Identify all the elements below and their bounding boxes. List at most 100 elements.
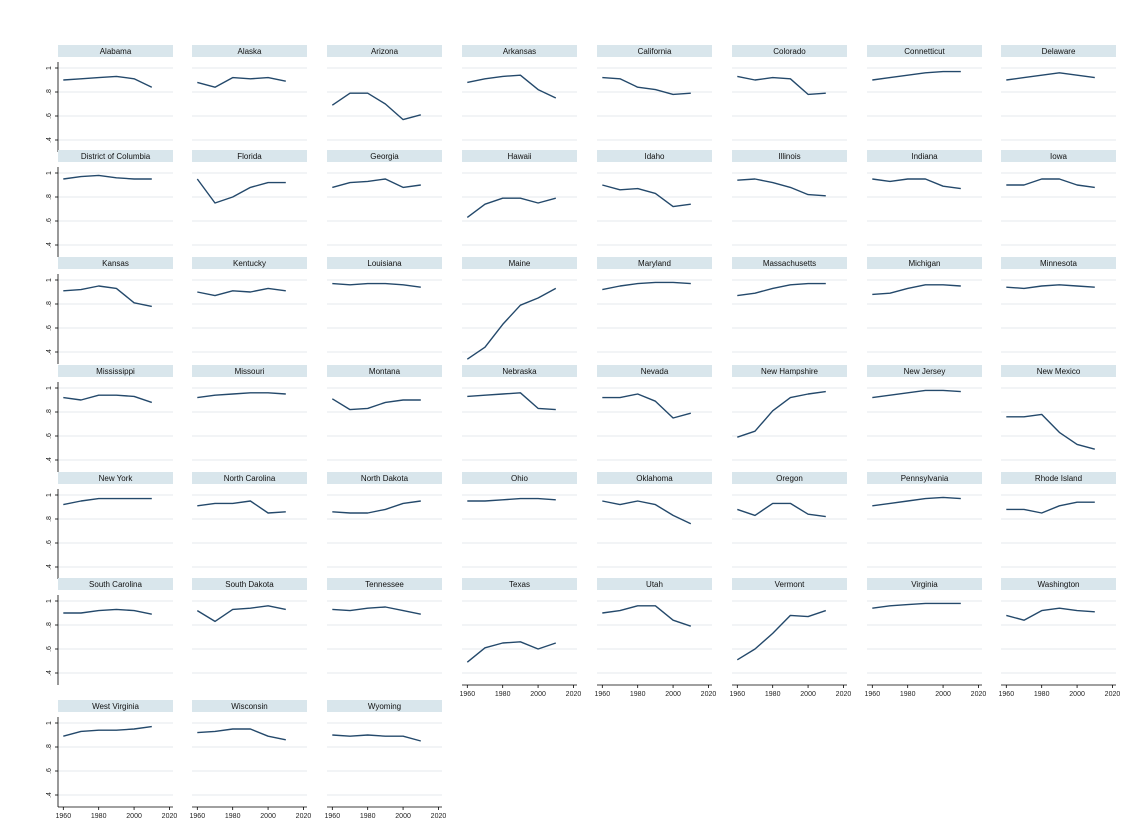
panel-title: Maryland bbox=[638, 259, 671, 268]
series-line bbox=[466, 287, 557, 360]
x-tick-label: 2000 bbox=[126, 813, 142, 820]
panel-title: Colorado bbox=[773, 47, 806, 56]
panel-florida: Florida bbox=[192, 150, 307, 246]
panel-tennessee: Tennessee bbox=[327, 578, 442, 674]
panel-header-strip bbox=[327, 257, 442, 269]
panel-title: Missouri bbox=[235, 367, 265, 376]
series-line bbox=[872, 284, 961, 296]
panel-pennsylvania: Pennsylvania bbox=[867, 472, 982, 568]
series-line bbox=[737, 75, 826, 96]
y-tick-label: .6 bbox=[46, 218, 53, 224]
panel-oregon: Oregon bbox=[732, 472, 847, 568]
y-tick-label: 1 bbox=[46, 278, 53, 282]
x-tick-label: 1980 bbox=[630, 691, 646, 698]
panel-header-strip bbox=[327, 365, 442, 377]
panel-title: Rhode Island bbox=[1035, 474, 1082, 483]
panel-header-strip bbox=[58, 45, 173, 57]
panel-title: Wyoming bbox=[368, 702, 401, 711]
panel-title: Massachusetts bbox=[763, 259, 816, 268]
panel-north-dakota: North Dakota bbox=[327, 472, 442, 568]
panel-minnesota: Minnesota bbox=[1001, 257, 1116, 353]
series-line bbox=[1006, 501, 1095, 514]
x-tick-label: 1960 bbox=[190, 813, 206, 820]
panel-title: Montana bbox=[369, 367, 401, 376]
x-tick-label: 2020 bbox=[162, 813, 178, 820]
panel-header-strip bbox=[192, 257, 307, 269]
x-tick-label: 2000 bbox=[800, 691, 816, 698]
x-tick-label: 1960 bbox=[460, 691, 476, 698]
x-tick-label: 2000 bbox=[530, 691, 546, 698]
panel-title: Utah bbox=[646, 580, 663, 589]
panel-header-strip bbox=[58, 578, 173, 590]
y-tick-label: .6 bbox=[46, 768, 53, 774]
panel-texas: Texas 1960 1980 2000 2020 bbox=[460, 578, 581, 698]
panel-title: Kansas bbox=[102, 259, 129, 268]
panel-title: New Mexico bbox=[1037, 367, 1081, 376]
series-line bbox=[602, 393, 691, 419]
panel-kentucky: Kentucky bbox=[192, 257, 307, 353]
panel-louisiana: Louisiana bbox=[327, 257, 442, 353]
panel-title: Maine bbox=[509, 259, 531, 268]
panel-header-strip bbox=[58, 472, 173, 484]
panel-header-strip bbox=[732, 578, 847, 590]
series-line bbox=[331, 92, 421, 121]
y-tick-label: .4 bbox=[46, 349, 53, 355]
panel-missouri: Missouri bbox=[192, 365, 307, 461]
panel-header-strip bbox=[597, 578, 712, 590]
y-tick-label: .8 bbox=[46, 301, 53, 307]
x-tick-label: 2000 bbox=[665, 691, 681, 698]
x-tick-label: 2020 bbox=[1105, 691, 1121, 698]
panel-header-strip bbox=[1001, 472, 1116, 484]
series-line bbox=[602, 184, 691, 208]
x-tick-label: 1980 bbox=[1034, 691, 1050, 698]
panel-header-strip bbox=[867, 150, 982, 162]
y-tick-label: 1 bbox=[46, 493, 53, 497]
panel-title: New Jersey bbox=[904, 367, 946, 376]
x-tick-label: 1960 bbox=[730, 691, 746, 698]
panel-header-strip bbox=[58, 700, 173, 712]
panel-georgia: Georgia bbox=[327, 150, 442, 246]
panel-header-strip bbox=[327, 150, 442, 162]
panel-nebraska: Nebraska bbox=[462, 365, 577, 461]
panel-header-strip bbox=[192, 472, 307, 484]
panel-south-carolina: South Carolina 1 .8 .6 .4 bbox=[46, 578, 173, 685]
panel-new-jersey: New Jersey bbox=[867, 365, 982, 461]
panel-header-strip bbox=[597, 472, 712, 484]
series-line bbox=[63, 285, 152, 308]
series-line bbox=[1006, 413, 1095, 450]
x-tick-label: 2020 bbox=[701, 691, 717, 698]
panel-new-hampshire: New Hampshire bbox=[732, 365, 847, 461]
y-tick-label: 1 bbox=[46, 721, 53, 725]
panel-header-strip bbox=[462, 472, 577, 484]
panel-mississippi: Mississippi 1 .8 .6 .4 bbox=[46, 365, 173, 472]
panel-michigan: Michigan bbox=[867, 257, 982, 353]
panel-header-strip bbox=[1001, 150, 1116, 162]
series-line bbox=[332, 606, 421, 615]
series-line bbox=[63, 394, 153, 404]
series-line bbox=[737, 178, 826, 197]
panel-header-strip bbox=[462, 578, 577, 590]
series-line bbox=[872, 602, 961, 609]
panel-header-strip bbox=[192, 45, 307, 57]
panel-header-strip bbox=[867, 578, 982, 590]
panel-title: South Carolina bbox=[89, 580, 142, 589]
panel-rhode-island: Rhode Island bbox=[1001, 472, 1116, 568]
series-line bbox=[737, 282, 826, 297]
y-tick-label: .8 bbox=[46, 409, 53, 415]
panel-virginia: Virginia 1960 1980 2000 2020 bbox=[865, 578, 987, 698]
x-tick-label: 2000 bbox=[1069, 691, 1085, 698]
panel-illinois: Illinois bbox=[732, 150, 847, 246]
x-tick-label: 1980 bbox=[765, 691, 781, 698]
series-line bbox=[1006, 607, 1095, 621]
panel-title: Indiana bbox=[911, 152, 938, 161]
series-line bbox=[63, 497, 152, 506]
y-tick-label: .4 bbox=[46, 137, 53, 143]
panel-title: New Hampshire bbox=[761, 367, 818, 376]
panel-title: Iowa bbox=[1050, 152, 1067, 161]
panel-title: Idaho bbox=[644, 152, 665, 161]
series-line bbox=[197, 392, 286, 399]
y-tick-label: .6 bbox=[46, 540, 53, 546]
x-tick-label: 2020 bbox=[971, 691, 987, 698]
panel-title: California bbox=[638, 47, 672, 56]
